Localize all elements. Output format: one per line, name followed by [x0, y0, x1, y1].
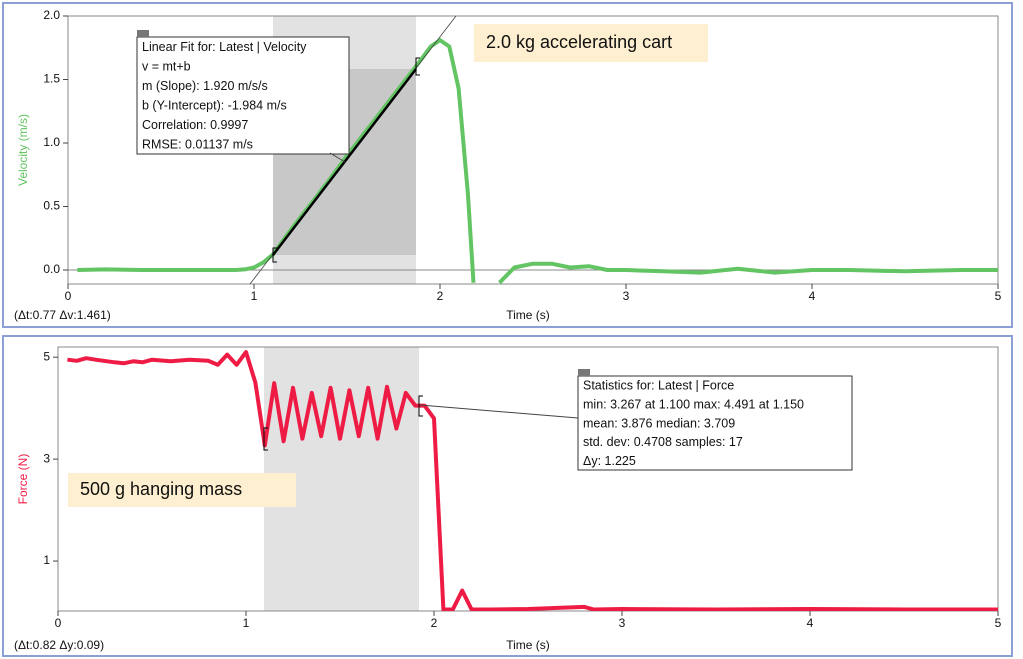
info-line: m (Slope): 1.920 m/s/s: [142, 79, 268, 93]
x-tick-label: 3: [623, 289, 630, 303]
x-tick-label: 1: [251, 289, 258, 303]
y-tick-label: 0.0: [43, 262, 60, 276]
y-tick-label: 1.0: [43, 135, 60, 149]
label-box: [474, 24, 708, 62]
annotation-label: 500 g hanging mass: [80, 479, 242, 499]
info-line: RMSE: 0.01137 m/s: [142, 138, 253, 152]
info-line: Correlation: 0.9997: [142, 118, 248, 132]
cursor-readout: (Δt:0.77 Δv:1.461): [14, 308, 111, 322]
bracket: [415, 57, 420, 76]
annotation-label: 2.0 kg accelerating cart: [486, 32, 672, 52]
y-tick-label: 3: [43, 451, 50, 465]
info-line: min: 3.267 at 1.100 max: 4.491 at 1.150: [583, 397, 804, 411]
x-tick-label: 2: [437, 289, 444, 303]
x-tick-label: 4: [807, 616, 814, 630]
info-box: [577, 375, 853, 471]
x-tick-label: 1: [243, 616, 250, 630]
x-tick-label: 5: [995, 289, 1002, 303]
data-line: [67, 350, 998, 611]
info-icon: [578, 369, 590, 376]
info-line: Linear Fit for: Latest | Velocity: [142, 40, 307, 54]
label-box: [68, 473, 296, 507]
bracket: [418, 395, 423, 417]
info-box: [136, 36, 350, 155]
y-tick-label: 0.5: [43, 199, 60, 213]
y-tick-label: 5: [43, 349, 50, 363]
y-axis-label: Force (N): [16, 454, 30, 505]
y-tick-label: 1.5: [43, 72, 60, 86]
cursor-readout: (Δt:0.82 Δy:0.09): [14, 638, 104, 652]
leader: [329, 152, 346, 163]
info-line: Δy: 1.225: [583, 454, 636, 468]
info-icon: [137, 30, 149, 37]
x-tick-label: 0: [55, 616, 62, 630]
y-tick-label: 2.0: [43, 8, 60, 22]
leader: [419, 404, 579, 419]
plot-frame: [67, 15, 999, 285]
x-tick-label: 0: [65, 289, 72, 303]
x-tick-label: 2: [431, 616, 438, 630]
x-axis-label: Time (s): [506, 308, 550, 322]
info-line: v = mt+b: [142, 60, 191, 74]
x-tick-label: 5: [995, 616, 1002, 630]
bracket: [272, 247, 277, 263]
info-line: Statistics for: Latest | Force: [583, 379, 734, 393]
x-tick-label: 4: [809, 289, 816, 303]
info-line: std. dev: 0.4708 samples: 17: [583, 435, 743, 449]
y-tick-label: 1: [43, 553, 50, 567]
y-axis-label: Velocity (m/s): [16, 114, 30, 186]
info-line: mean: 3.876 median: 3.709: [583, 416, 735, 430]
bracket: [263, 427, 268, 451]
info-line: b (Y-Intercept): -1.984 m/s: [142, 99, 287, 113]
x-tick-label: 3: [619, 616, 626, 630]
x-axis-label: Time (s): [506, 638, 550, 652]
